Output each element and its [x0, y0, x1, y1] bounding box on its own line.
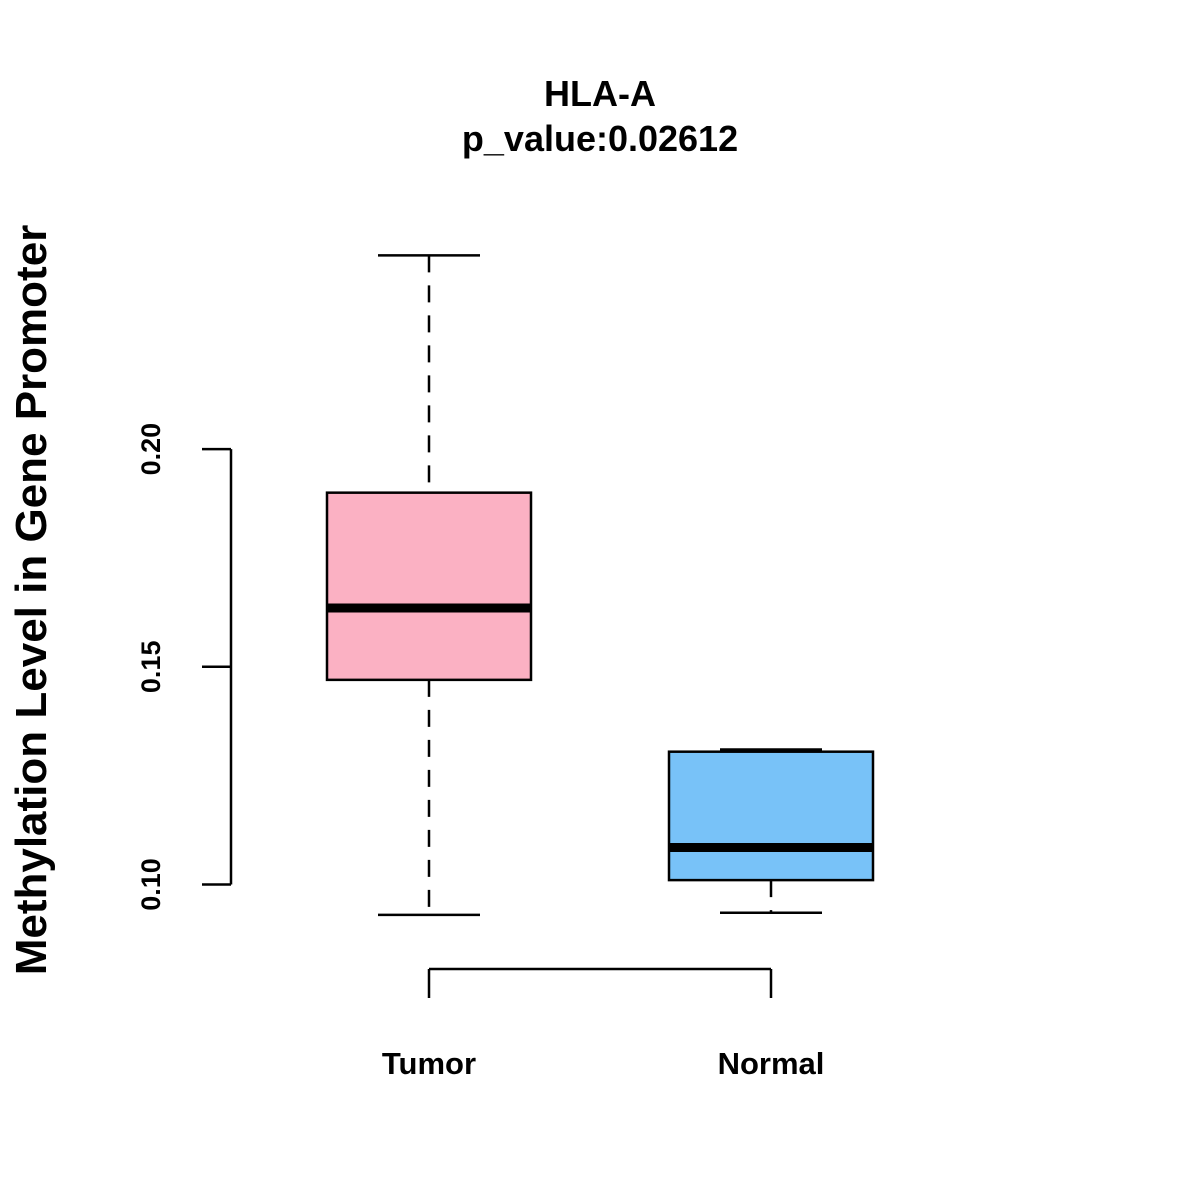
y-axis: 0.10 0.15 0.20 — [136, 423, 233, 911]
iqr-box-tumor — [325, 491, 533, 682]
box-normal — [667, 748, 875, 915]
y-tick-label: 0.15 — [136, 641, 166, 694]
y-tick-label: 0.10 — [136, 858, 166, 911]
box-tumor — [325, 254, 533, 917]
x-tick-label-tumor: Tumor — [382, 1046, 476, 1081]
y-axis-label: Methylation Level in Gene Promoter — [7, 225, 56, 976]
chart-title: HLA-A — [544, 73, 656, 114]
y-tick-label: 0.20 — [136, 423, 166, 476]
chart-subtitle: p_value:0.02612 — [462, 118, 738, 159]
boxes — [325, 254, 875, 917]
x-axis: Tumor Normal — [382, 967, 825, 1081]
x-tick-label-normal: Normal — [718, 1046, 825, 1081]
iqr-box-normal — [667, 750, 875, 882]
